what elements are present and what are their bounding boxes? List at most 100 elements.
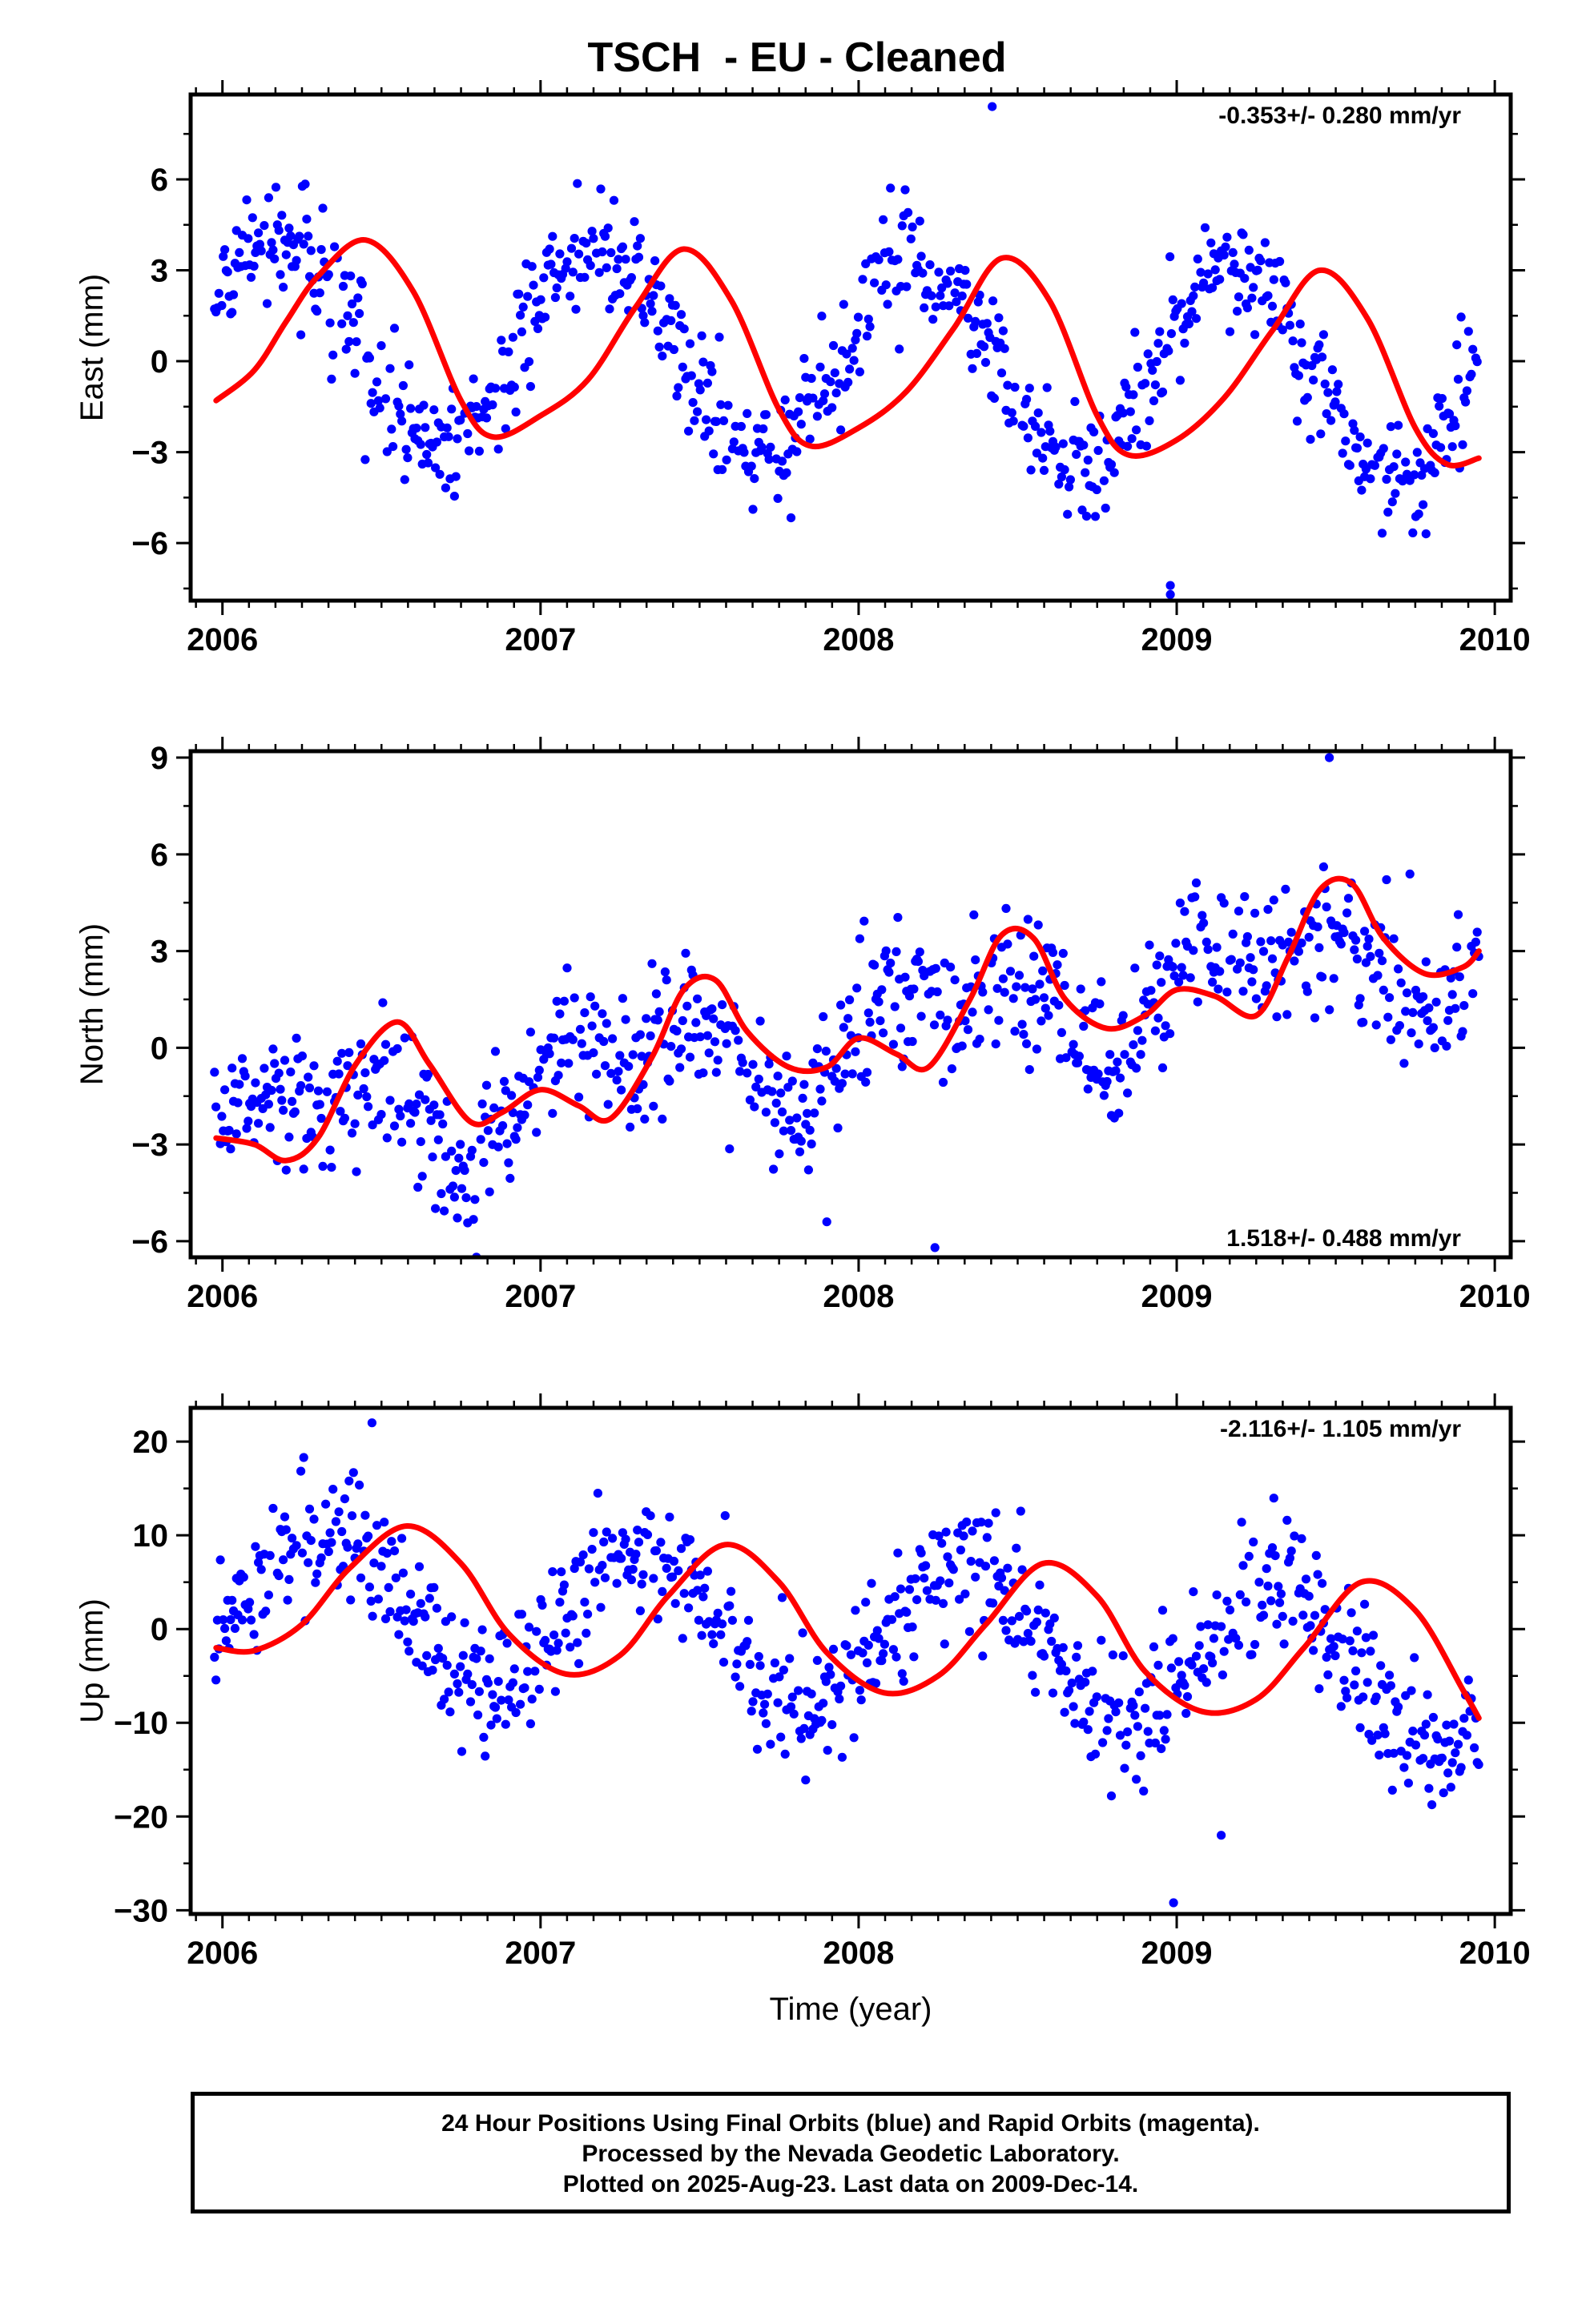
- data-point: [1157, 978, 1166, 987]
- data-point: [527, 262, 537, 271]
- data-point: [1314, 943, 1324, 952]
- data-point: [807, 1689, 816, 1699]
- data-point: [1168, 1634, 1177, 1643]
- data-point: [1377, 956, 1387, 966]
- data-point: [1386, 1681, 1395, 1691]
- data-point: [1298, 1610, 1308, 1620]
- data-point: [1102, 1076, 1112, 1087]
- data-point: [1217, 1831, 1226, 1840]
- data-point: [1313, 1570, 1322, 1579]
- data-point: [1240, 274, 1250, 283]
- data-point: [219, 1615, 228, 1625]
- data-point: [739, 448, 749, 457]
- data-point: [1008, 416, 1018, 426]
- data-point: [658, 1114, 667, 1124]
- data-point: [1275, 256, 1285, 267]
- data-point: [552, 283, 562, 293]
- data-point: [1222, 987, 1232, 997]
- data-point: [449, 492, 460, 501]
- data-point: [1355, 994, 1365, 1003]
- data-point: [975, 1035, 984, 1044]
- data-point: [1042, 383, 1052, 392]
- data-point: [1085, 1707, 1094, 1716]
- data-point: [566, 292, 575, 301]
- x-tick-label: 2009: [1141, 622, 1213, 657]
- data-point: [743, 1615, 754, 1625]
- data-point: [796, 1734, 806, 1743]
- data-point: [534, 1684, 544, 1694]
- data-point: [347, 1128, 357, 1138]
- data-point: [1003, 380, 1012, 390]
- data-point: [499, 1076, 509, 1086]
- data-point: [1215, 275, 1225, 284]
- x-axis-label: Time (year): [770, 1992, 932, 2027]
- data-point: [849, 356, 859, 365]
- data-point: [1190, 892, 1200, 902]
- data-point: [447, 1612, 457, 1622]
- data-point: [463, 428, 473, 439]
- data-point: [1334, 380, 1343, 389]
- data-point: [270, 254, 280, 263]
- data-point: [785, 1116, 795, 1125]
- data-point: [605, 304, 614, 314]
- data-point: [1247, 977, 1257, 987]
- data-point: [1153, 1013, 1163, 1023]
- data-point: [1428, 428, 1438, 438]
- data-point: [483, 1126, 493, 1136]
- data-point: [1063, 509, 1073, 519]
- data-point: [808, 393, 818, 403]
- data-point: [549, 1033, 559, 1043]
- data-point: [679, 324, 689, 334]
- data-point: [826, 377, 835, 387]
- data-point: [1114, 1108, 1124, 1118]
- data-point: [1038, 966, 1048, 975]
- data-point: [1157, 387, 1168, 397]
- data-point: [976, 1518, 986, 1527]
- data-point: [603, 223, 613, 233]
- data-point: [1051, 442, 1061, 452]
- data-point: [1379, 444, 1388, 453]
- data-point: [892, 1652, 901, 1662]
- data-point: [1099, 476, 1109, 485]
- data-point: [1054, 1000, 1064, 1010]
- data-point: [826, 1670, 835, 1679]
- data-point: [874, 1634, 884, 1643]
- data-point: [389, 1121, 400, 1131]
- data-point: [242, 195, 252, 205]
- data-point: [915, 216, 924, 226]
- data-point: [718, 1619, 727, 1629]
- data-point: [292, 255, 301, 265]
- data-point: [972, 348, 982, 358]
- data-point: [1150, 380, 1160, 390]
- data-point: [1193, 997, 1202, 1007]
- data-point: [539, 273, 549, 283]
- data-point: [1346, 1608, 1356, 1618]
- data-point: [1208, 977, 1218, 987]
- data-point: [861, 259, 871, 268]
- data-point: [1175, 376, 1185, 385]
- data-point: [835, 1694, 844, 1704]
- data-point: [654, 1007, 664, 1016]
- data-point: [396, 1111, 405, 1121]
- data-point: [764, 455, 774, 464]
- data-point: [920, 1574, 929, 1583]
- data-point: [621, 255, 630, 264]
- data-point: [1326, 416, 1336, 425]
- data-point: [971, 955, 980, 965]
- data-point: [344, 1047, 354, 1057]
- x-tick-label: 2007: [505, 1936, 576, 1971]
- data-point: [296, 330, 306, 340]
- data-point: [1185, 973, 1195, 983]
- data-point: [1023, 1629, 1032, 1638]
- data-point: [256, 246, 266, 255]
- data-point: [1045, 426, 1055, 436]
- data-point: [391, 1573, 401, 1582]
- data-point: [902, 282, 912, 292]
- data-point: [338, 281, 348, 292]
- data-point: [1146, 986, 1156, 995]
- data-point: [334, 1069, 344, 1079]
- data-point: [1058, 948, 1068, 959]
- data-point: [748, 1697, 758, 1707]
- data-point: [1263, 291, 1273, 300]
- data-point: [385, 1096, 395, 1105]
